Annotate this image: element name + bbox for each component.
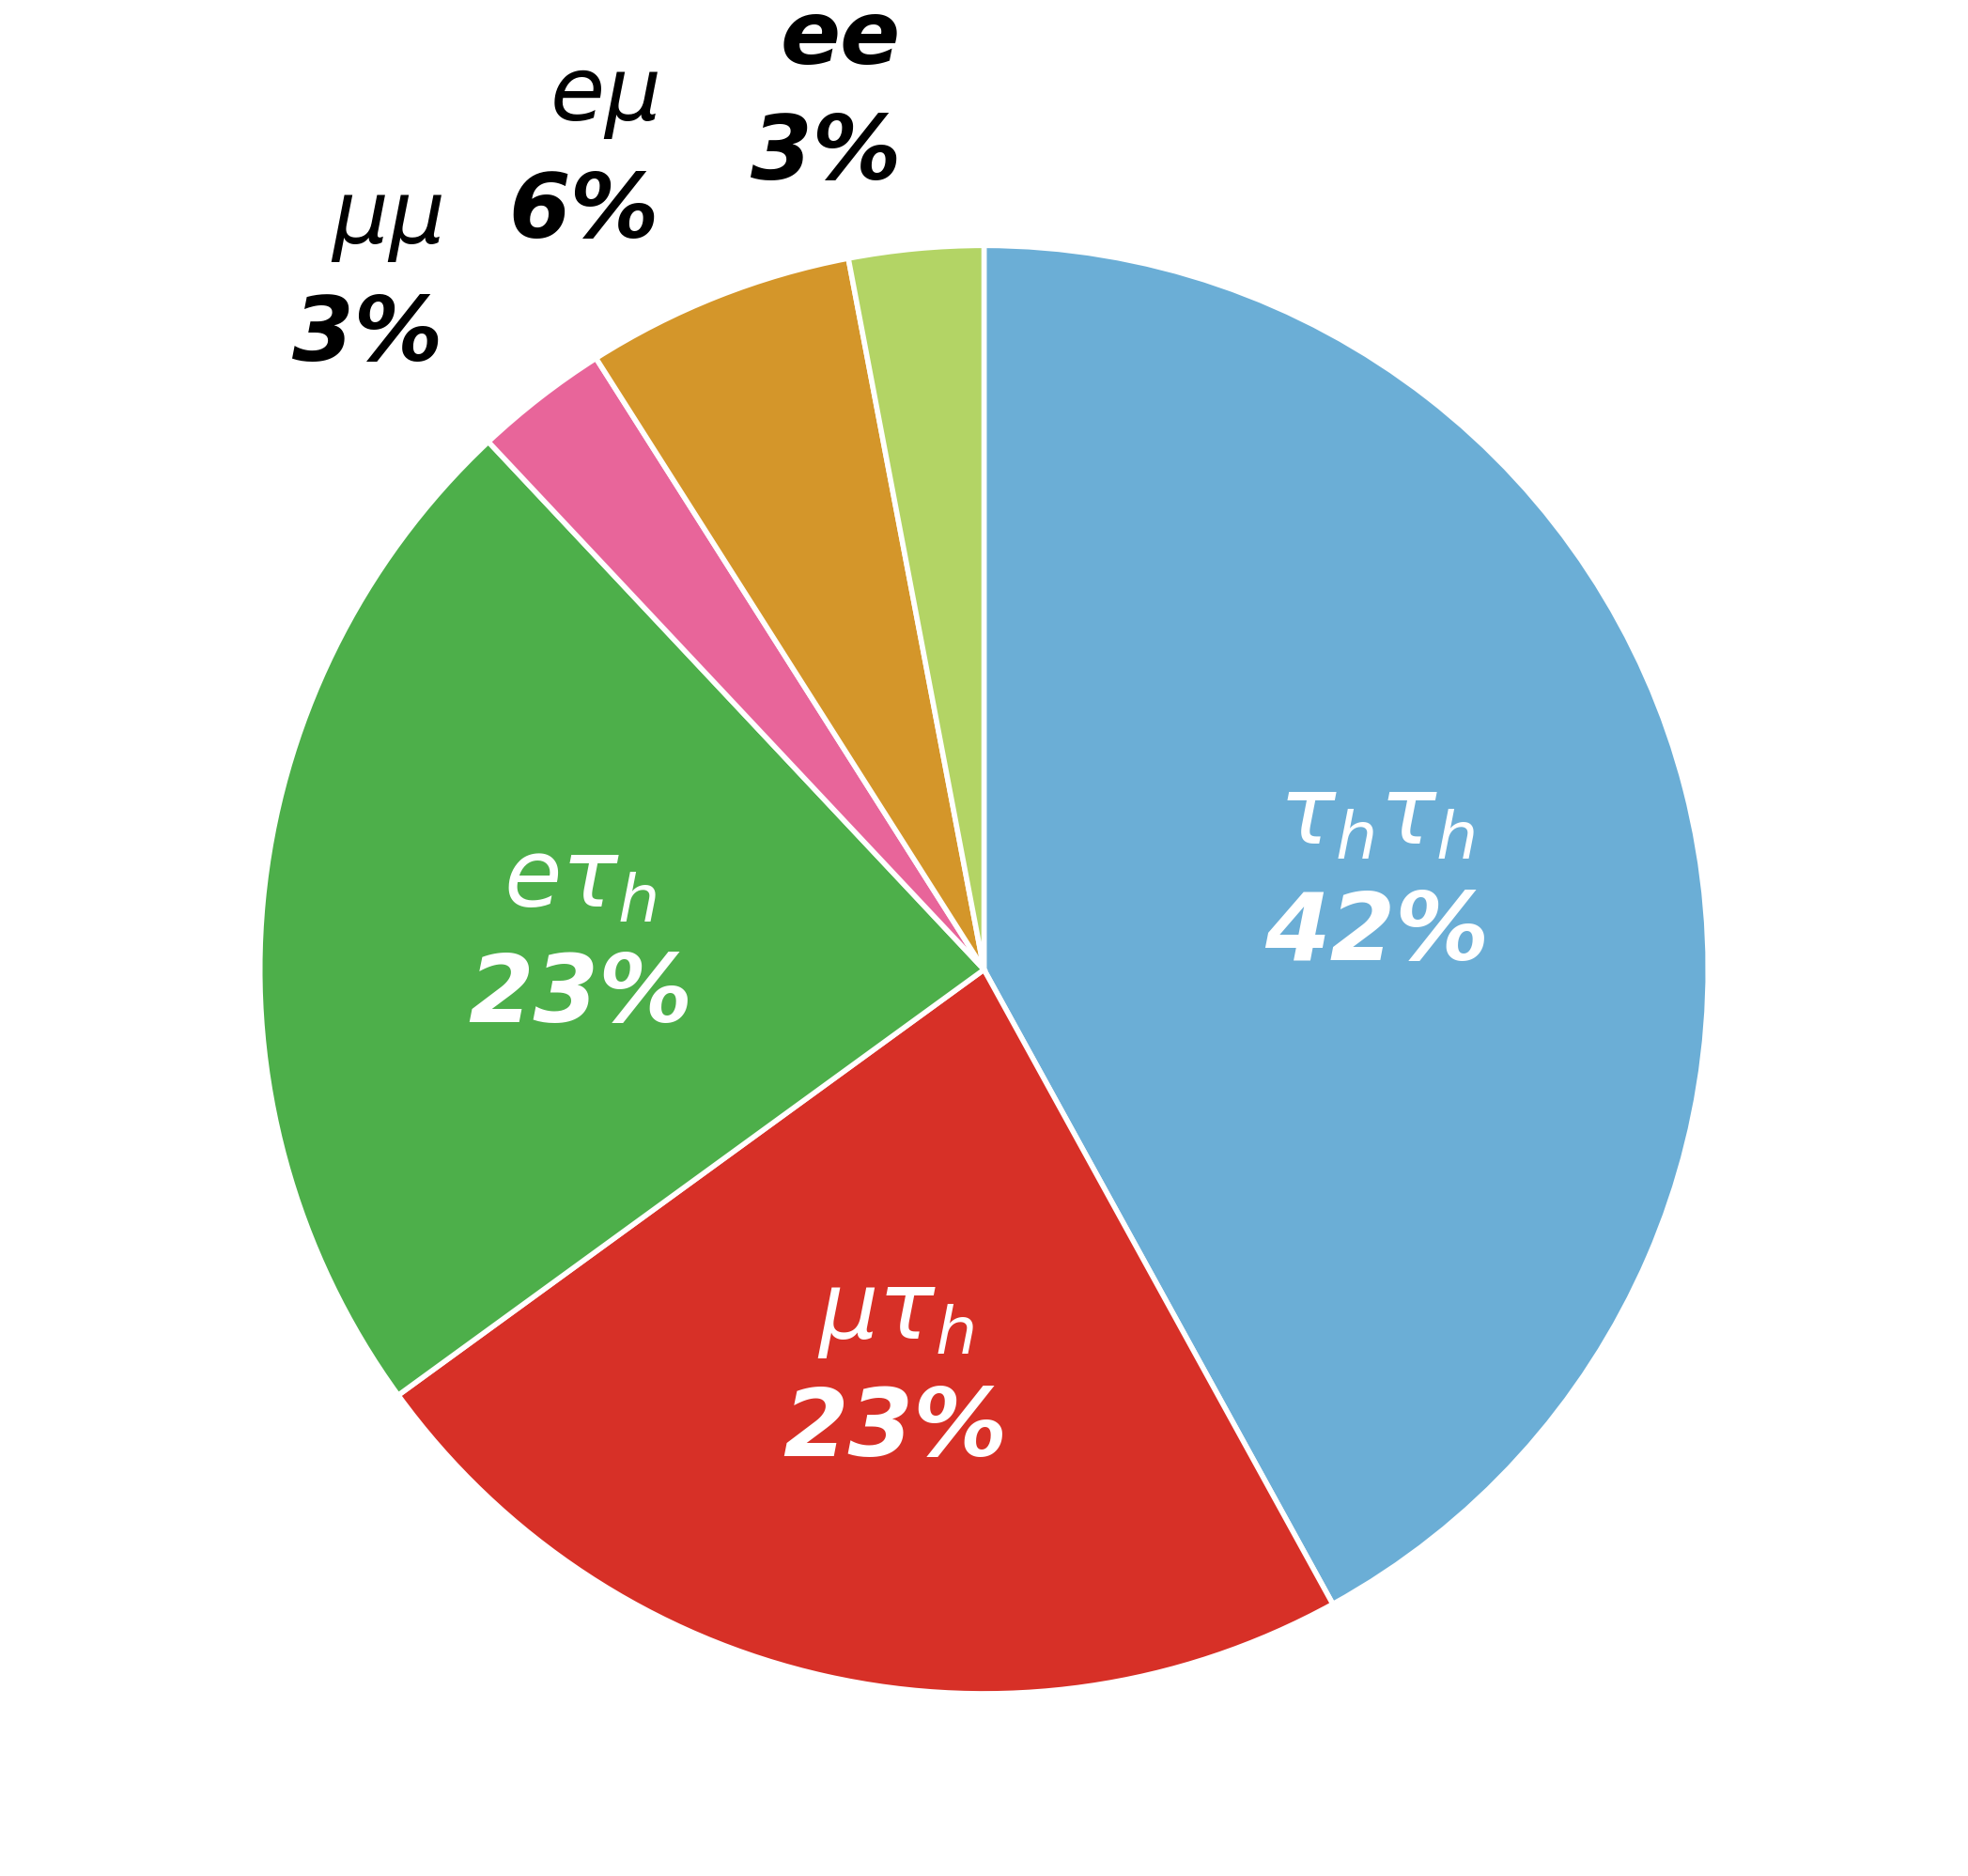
Text: $\tau_h\tau_h$: $\tau_h\tau_h$ xyxy=(1279,773,1474,863)
Wedge shape xyxy=(596,259,984,970)
Text: $e\mu$: $e\mu$ xyxy=(549,54,659,141)
Wedge shape xyxy=(260,441,984,1396)
Wedge shape xyxy=(984,246,1708,1604)
Wedge shape xyxy=(398,970,1332,1694)
Wedge shape xyxy=(848,246,984,970)
Text: $e\tau_h$: $e\tau_h$ xyxy=(504,835,657,927)
Text: $\mu\tau_h$: $\mu\tau_h$ xyxy=(817,1268,974,1360)
Text: 23%: 23% xyxy=(468,951,693,1043)
Text: ee: ee xyxy=(781,0,901,83)
Text: 23%: 23% xyxy=(783,1384,1008,1476)
Text: 3%: 3% xyxy=(750,113,901,199)
Text: 3%: 3% xyxy=(291,293,443,381)
Text: 6%: 6% xyxy=(508,171,659,257)
Text: 42%: 42% xyxy=(1263,889,1490,979)
Wedge shape xyxy=(488,358,984,970)
Text: $\mu\mu$: $\mu\mu$ xyxy=(331,178,443,265)
